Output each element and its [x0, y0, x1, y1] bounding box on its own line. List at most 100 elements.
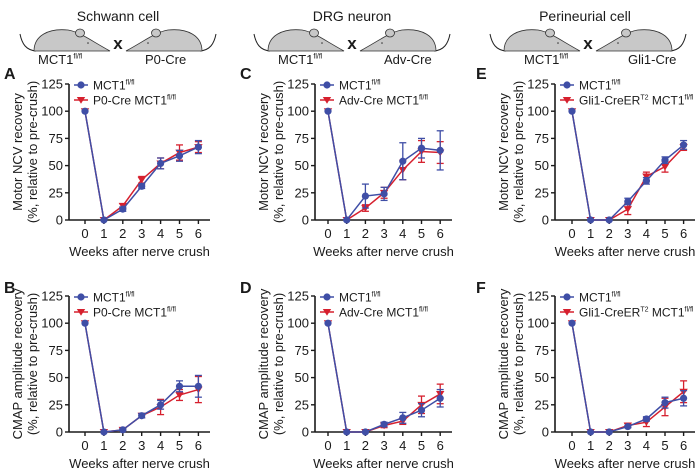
y-tick-label: 25 [535, 185, 549, 200]
legend-item: Gli1-CreERT2 MCT1fl/fl [560, 94, 694, 108]
y-axis-label: Motor NCV recovery [496, 93, 511, 211]
mouse-label-text: MCT1 [278, 52, 314, 67]
y-tick-label: 25 [535, 397, 549, 412]
data-point-circle [194, 143, 202, 151]
series-knockout [323, 320, 445, 436]
legend-label: MCT1fl/fl [93, 79, 135, 93]
mouse-label-text: MCT1 [38, 52, 74, 67]
data-point-triangle [76, 97, 86, 104]
x-tick-label: 2 [606, 226, 613, 241]
y-tick-label: 75 [295, 131, 309, 146]
data-point-triangle [562, 309, 572, 316]
data-point-circle [194, 382, 202, 390]
y-axis-label: CMAP amplitude recovery [496, 288, 511, 439]
series-line [327, 323, 441, 433]
data-point-circle [175, 152, 184, 160]
y-tick-label: 125 [527, 77, 549, 92]
data-point-triangle [137, 176, 146, 184]
mouse-label-sup: fl/fl [313, 53, 323, 61]
mouse-label-text: MCT1 [524, 52, 560, 67]
panel-letter-b: B [4, 280, 16, 297]
x-tick-label: 6 [195, 226, 202, 241]
cross-symbol: x [583, 34, 593, 53]
data-point-circle [324, 319, 332, 327]
y-tick-label: 100 [287, 316, 309, 331]
y-tick-label: 75 [49, 131, 63, 146]
series-line [84, 111, 199, 222]
mouse-icon [489, 28, 581, 52]
mouse-label-left: MCT1fl/fl [524, 52, 568, 67]
legend-item: MCT1fl/fl [74, 291, 135, 305]
x-tick-label: 2 [119, 438, 126, 453]
x-tick-label: 4 [399, 226, 406, 241]
series-line [327, 111, 441, 222]
y-tick-label: 0 [542, 425, 549, 440]
x-tick-label: 4 [157, 438, 164, 453]
x-tick-label: 0 [81, 226, 88, 241]
y-tick-label: 100 [41, 104, 63, 119]
data-point-circle [343, 216, 351, 224]
y-tick-label: 125 [527, 289, 549, 304]
legend-label: MCT1fl/fl [579, 291, 621, 305]
mouse-icon [19, 28, 111, 52]
legend-label: P0-Cre MCT1fl/fl [93, 94, 176, 108]
x-tick-label: 2 [362, 438, 369, 453]
y-tick-label: 100 [527, 104, 549, 119]
y-tick-label: 100 [527, 316, 549, 331]
legend-label: P0-Cre MCT1fl/fl [93, 306, 176, 320]
y-tick-label: 25 [295, 185, 309, 200]
mouse-label-right: P0-Cre [145, 52, 187, 67]
legend-label: Gli1-CreERT2 MCT1fl/fl [579, 306, 694, 320]
data-point-triangle [322, 309, 332, 316]
panel-letter-a: A [4, 66, 16, 83]
mouse-cross-illustration: x [489, 28, 687, 53]
data-point-circle [563, 81, 571, 89]
data-point-circle [175, 382, 184, 390]
legend-label: Adv-Cre MCT1fl/fl [339, 94, 428, 108]
y-tick-label: 0 [56, 425, 63, 440]
y-axis-label-sub: (%, relative to pre-crush) [511, 81, 526, 223]
series-knockout [567, 320, 688, 436]
x-tick-label: 0 [324, 226, 331, 241]
group-title-perineurial: Perineurial cell [539, 8, 631, 24]
legend-label: MCT1fl/fl [339, 79, 381, 93]
y-tick-label: 50 [535, 158, 549, 173]
data-point-circle [157, 401, 165, 409]
y-tick-label: 75 [49, 343, 63, 358]
x-tick-label: 3 [138, 226, 145, 241]
x-tick-label: 5 [418, 438, 425, 453]
data-point-circle [77, 81, 85, 89]
y-tick-label: 25 [49, 185, 63, 200]
y-axis-label-sub: (%, relative to pre-crush) [271, 81, 286, 223]
y-tick-label: 125 [287, 77, 309, 92]
x-tick-label: 1 [587, 226, 594, 241]
x-tick-label: 3 [138, 438, 145, 453]
x-axis-label: Weeks after nerve crush [69, 456, 210, 471]
x-axis-label: Weeks after nerve crush [555, 456, 696, 471]
mouse-label-sup: fl/fl [559, 53, 569, 61]
data-point-circle [436, 146, 444, 154]
mouse-icon [253, 28, 345, 52]
x-tick-label: 4 [399, 438, 406, 453]
data-point-circle [624, 197, 632, 206]
x-tick-label: 5 [661, 438, 668, 453]
data-point-circle [661, 156, 669, 164]
x-tick-label: 2 [362, 226, 369, 241]
data-point-circle [587, 428, 595, 436]
data-point-circle [568, 107, 576, 115]
x-tick-label: 0 [568, 438, 575, 453]
data-point-circle [343, 428, 351, 436]
x-tick-label: 4 [643, 438, 650, 453]
data-point-circle [436, 394, 444, 402]
legend-label: MCT1fl/fl [579, 79, 621, 93]
series-control [568, 107, 688, 224]
series-control [568, 319, 688, 436]
x-tick-label: 6 [437, 438, 444, 453]
data-point-circle [680, 141, 688, 149]
y-tick-label: 25 [49, 397, 63, 412]
legend-item: Adv-Cre MCT1fl/fl [320, 306, 428, 320]
y-tick-label: 50 [295, 370, 309, 385]
y-tick-label: 75 [535, 343, 549, 358]
x-tick-label: 6 [437, 226, 444, 241]
